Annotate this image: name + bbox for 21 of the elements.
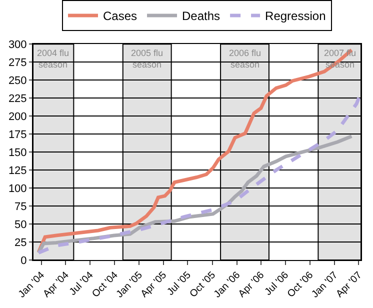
y-tick-label: 250 (8, 74, 27, 87)
legend-label: Regression (265, 9, 326, 24)
y-tick-label: 50 (14, 218, 27, 231)
line-series (36, 96, 361, 255)
y-tick-label: 75 (14, 200, 27, 213)
legend-label: Cases (103, 9, 138, 24)
y-tick-label: 175 (8, 128, 27, 141)
band-label: 2005 flu season (131, 48, 164, 70)
y-tick-label: 300 (8, 39, 27, 51)
y-tick-label: 200 (8, 110, 27, 123)
line-series (36, 48, 354, 254)
y-tick-label: 125 (8, 164, 27, 177)
y-tick-label: 275 (8, 56, 27, 69)
band-label: 2004 flu season (37, 48, 70, 70)
y-tick-label: 225 (8, 92, 27, 105)
y-tick-label: 25 (14, 236, 27, 249)
y-tick-label: 0 (20, 254, 27, 267)
y-tick-label: 150 (8, 146, 27, 159)
legend-label: Deaths (182, 9, 220, 24)
band-label: 2006 flu season (229, 48, 262, 70)
y-tick-label: 100 (8, 182, 27, 195)
